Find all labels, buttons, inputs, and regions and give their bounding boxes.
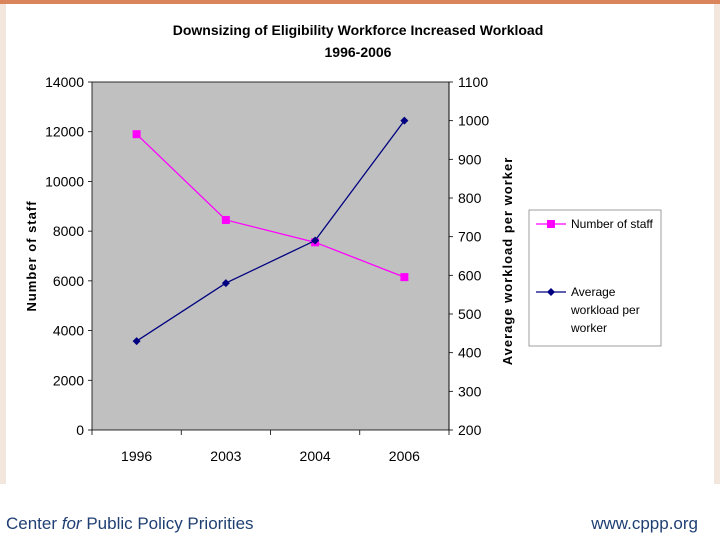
legend-staff-marker (547, 220, 555, 228)
plot-area (91, 81, 450, 431)
footer-org-italic: for (61, 514, 82, 533)
workload-data-point (132, 337, 141, 346)
workload-data-point (311, 236, 320, 245)
y-left-tick-label: 8000 (53, 223, 84, 239)
y-right-tick-label: 900 (458, 151, 482, 167)
x-tick-label: 1996 (121, 448, 152, 464)
right-border (714, 4, 720, 484)
workload-data-point (400, 116, 409, 125)
y-right-tick-label: 200 (458, 422, 482, 438)
y-left-tick-label: 4000 (53, 323, 84, 339)
footer-org-pre: Center (6, 514, 62, 533)
y-right-tick-label: 400 (458, 345, 482, 361)
y-left-tick-label: 0 (76, 422, 84, 438)
x-tick-label: 2003 (210, 448, 241, 464)
left-border (0, 4, 6, 484)
y-left-tick-label: 10000 (45, 173, 84, 189)
staff-data-point (400, 273, 409, 282)
footer-url[interactable]: www.cppp.org (591, 514, 698, 533)
y-left-tick-label: 14000 (45, 74, 84, 90)
legend-workload-label-line: workload per (570, 303, 640, 317)
y-right-tick-label: 800 (458, 190, 482, 206)
staff-data-point (132, 130, 141, 139)
y-left-tick-label: 2000 (53, 372, 84, 388)
footer-org-name: Center for Public Policy Priorities (6, 514, 254, 534)
y-right-tick-label: 1000 (458, 113, 489, 129)
legend-workload-marker (547, 288, 555, 296)
y-right-tick-label: 500 (458, 306, 482, 322)
workforce-chart: Downsizing of Eligibility Workforce Incr… (24, 22, 662, 464)
y-right-tick-label: 1100 (458, 74, 488, 90)
legend-staff-label: Number of staff (571, 217, 653, 231)
legend-workload-label-line: Average (571, 285, 616, 299)
y-left-tick-label: 6000 (53, 273, 84, 289)
y-right-tick-label: 600 (458, 267, 482, 283)
y-left-tick-label: 12000 (45, 124, 84, 140)
y-right-tick-label: 700 (458, 229, 482, 245)
y-right-tick-label: 300 (458, 383, 482, 399)
legend-workload-label-line: worker (570, 321, 607, 335)
chart-subtitle: 1996-2006 (325, 44, 392, 60)
y-right-axis-label: Average workload per worker (500, 157, 515, 366)
footer-org-post: Public Policy Priorities (81, 514, 254, 533)
legend-box (528, 209, 662, 347)
workload-series-line (136, 120, 405, 342)
chart-title: Downsizing of Eligibility Workforce Incr… (173, 22, 544, 38)
staff-series-line (136, 133, 405, 278)
y-left-axis-label: Number of staff (24, 200, 39, 311)
staff-data-point (221, 215, 230, 224)
workload-data-point (221, 279, 230, 288)
top-accent-bar (0, 0, 720, 4)
x-tick-label: 2004 (300, 448, 331, 464)
x-tick-label: 2006 (389, 448, 420, 464)
